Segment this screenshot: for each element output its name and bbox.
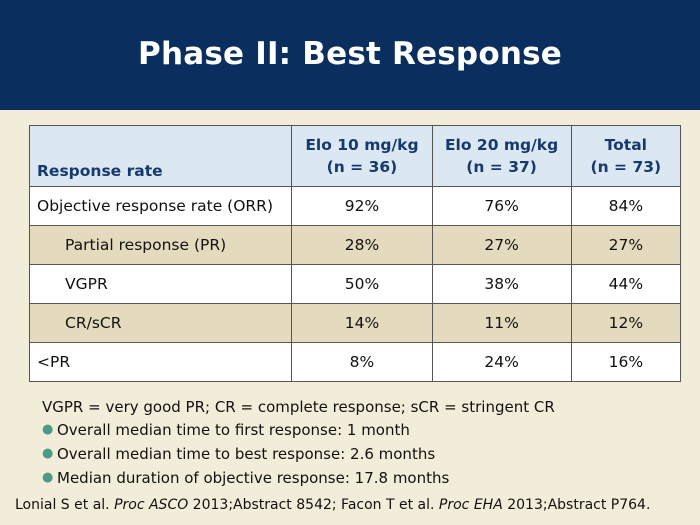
response-table: Response rate Elo 10 mg/kg (n = 36) Elo … [28, 125, 682, 382]
bullet-text: Median duration of objective response: 1… [57, 469, 450, 487]
bullet-text: Overall median time to first response: 1… [57, 421, 410, 439]
header-elo-20: Elo 20 mg/kg (n = 37) [431, 125, 572, 187]
cell-value: 44% [570, 264, 682, 304]
bullet-item: ● Overall median time to best response: … [42, 442, 449, 466]
row-label: Objective response rate (ORR) [28, 186, 293, 226]
cell-value: 84% [570, 186, 682, 226]
table-row-less-than-pr: <PR 8% 24% 16% [28, 342, 682, 382]
row-label: CR/sCR [28, 303, 293, 343]
bullet-dot-icon: ● [42, 422, 54, 437]
cell-value: 11% [431, 303, 572, 343]
cell-value: 76% [431, 186, 572, 226]
cell-value: 27% [431, 225, 572, 265]
cell-value: 28% [291, 225, 433, 265]
row-label: <PR [28, 342, 293, 382]
table-header-row: Response rate Elo 10 mg/kg (n = 36) Elo … [28, 125, 682, 187]
cell-value: 27% [570, 225, 682, 265]
cell-value: 24% [431, 342, 572, 382]
row-label: Partial response (PR) [28, 225, 293, 265]
cell-value: 14% [291, 303, 433, 343]
slide-title: Phase II: Best Response [138, 36, 562, 72]
cell-value: 8% [291, 342, 433, 382]
bullet-dot-icon: ● [42, 470, 54, 485]
header-response-rate: Response rate [28, 125, 293, 187]
bullet-item: ● Median duration of objective response:… [42, 466, 449, 490]
table-row-vgpr: VGPR 50% 38% 44% [28, 264, 682, 304]
bullet-dot-icon: ● [42, 446, 54, 461]
bullet-list: ● Overall median time to first response:… [42, 418, 449, 490]
header-elo-10: Elo 10 mg/kg (n = 36) [291, 125, 433, 187]
bullet-item: ● Overall median time to first response:… [42, 418, 449, 442]
table-row-orr: Objective response rate (ORR) 92% 76% 84… [28, 186, 682, 226]
row-label: VGPR [28, 264, 293, 304]
cell-value: 12% [570, 303, 682, 343]
cell-value: 50% [291, 264, 433, 304]
cell-value: 38% [431, 264, 572, 304]
cell-value: 92% [291, 186, 433, 226]
cell-value: 16% [570, 342, 682, 382]
table-row-pr: Partial response (PR) 28% 27% 27% [28, 225, 682, 265]
header-total: Total (n = 73) [570, 125, 682, 187]
reference-citation: Lonial S et al. Proc ASCO 2013;Abstract … [15, 497, 651, 513]
title-banner [0, 0, 700, 110]
table-row-cr-scr: CR/sCR 14% 11% 12% [28, 303, 682, 343]
bullet-text: Overall median time to best response: 2.… [57, 445, 436, 463]
abbreviation-note: VGPR = very good PR; CR = complete respo… [42, 398, 555, 416]
